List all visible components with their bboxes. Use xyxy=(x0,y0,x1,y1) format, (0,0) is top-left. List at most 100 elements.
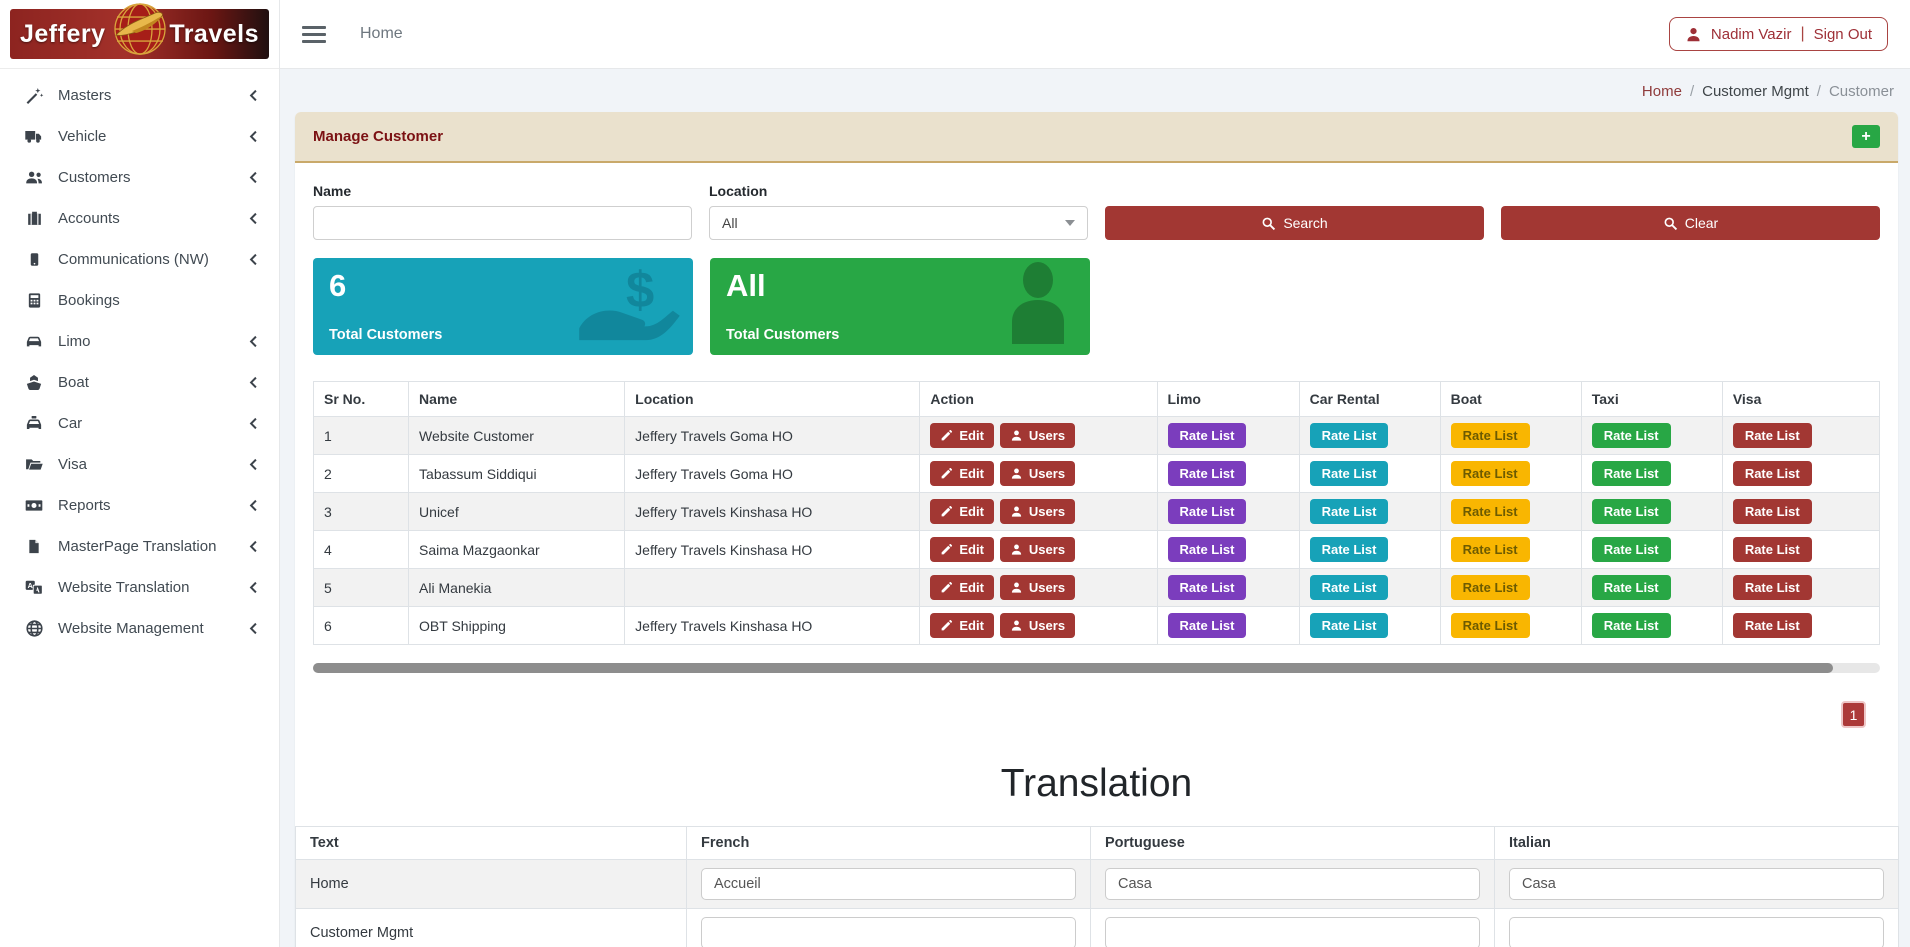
sidebar-item-communications[interactable]: Communications (NW) xyxy=(0,239,279,280)
col-header-visa: Visa xyxy=(1721,381,1881,417)
taxi-rate-list-button[interactable]: Rate List xyxy=(1591,461,1671,486)
clear-button[interactable]: Clear xyxy=(1501,206,1880,240)
boat-rate-list-button[interactable]: Rate List xyxy=(1450,423,1530,448)
sidebar-item-customers[interactable]: Customers xyxy=(0,157,279,198)
boat-rate-list-button[interactable]: Rate List xyxy=(1450,461,1530,486)
translation-french-cell xyxy=(686,859,1091,909)
limo-rate-list-button[interactable]: Rate List xyxy=(1167,423,1247,448)
limo-rate-list-button[interactable]: Rate List xyxy=(1167,461,1247,486)
boat-rate-list-button[interactable]: Rate List xyxy=(1450,499,1530,524)
italian-translation-input[interactable] xyxy=(1509,917,1884,947)
sidebar-item-vehicle[interactable]: Vehicle xyxy=(0,116,279,157)
edit-button[interactable]: Edit xyxy=(930,537,994,562)
add-customer-button[interactable]: + xyxy=(1852,125,1880,148)
car-rental-rate-list-button[interactable]: Rate List xyxy=(1309,423,1389,448)
car-rental-rate-list-button[interactable]: Rate List xyxy=(1309,461,1389,486)
truck-icon xyxy=(24,127,44,146)
users-button[interactable]: Users xyxy=(999,461,1076,486)
sidebar-item-car[interactable]: Car xyxy=(0,403,279,444)
sidebar-item-bookings[interactable]: Bookings xyxy=(0,280,279,321)
table-header-row: Sr No. Name Location Action Limo Car Ren… xyxy=(312,381,1881,417)
car-rental-rate-list-button[interactable]: Rate List xyxy=(1309,575,1389,600)
taxi-rate-list-button[interactable]: Rate List xyxy=(1591,423,1671,448)
chevron-left-icon xyxy=(249,253,259,266)
sidebar-item-accounts[interactable]: Accounts xyxy=(0,198,279,239)
edit-button[interactable]: Edit xyxy=(930,575,994,600)
taxi-icon xyxy=(24,414,44,433)
portuguese-translation-input[interactable] xyxy=(1105,868,1480,900)
car-rental-rate-list-button[interactable]: Rate List xyxy=(1309,499,1389,524)
breadcrumb-customer-mgmt[interactable]: Customer Mgmt xyxy=(1702,83,1809,100)
sidebar: Jeffery Travels xyxy=(0,0,280,947)
translation-row: Customer Mgmt xyxy=(295,908,1899,947)
car-rental-rate-list-button[interactable]: Rate List xyxy=(1309,613,1389,638)
table-row: 1 Website Customer Jeffery Travels Goma … xyxy=(312,416,1881,455)
limo-rate-list-button[interactable]: Rate List xyxy=(1167,499,1247,524)
taxi-rate-list-button[interactable]: Rate List xyxy=(1591,499,1671,524)
search-icon xyxy=(1663,216,1678,231)
limo-rate-list-button[interactable]: Rate List xyxy=(1167,537,1247,562)
sidebar-item-reports[interactable]: Reports xyxy=(0,485,279,526)
total-customers-all-card[interactable]: All Total Customers xyxy=(710,258,1090,355)
search-button[interactable]: Search xyxy=(1105,206,1484,240)
sidebar-item-website-translation[interactable]: A Website Translation xyxy=(0,567,279,608)
users-button[interactable]: Users xyxy=(999,575,1076,600)
car-rental-rate-list-button[interactable]: Rate List xyxy=(1309,537,1389,562)
stat-label: Total Customers xyxy=(329,327,443,343)
hamburger-menu-icon[interactable] xyxy=(302,22,326,47)
portuguese-translation-input[interactable] xyxy=(1105,917,1480,947)
visa-rate-list-button[interactable]: Rate List xyxy=(1732,423,1812,448)
total-customers-count-card[interactable]: 6 Total Customers $ xyxy=(313,258,693,355)
french-translation-input[interactable] xyxy=(701,917,1076,947)
location-select[interactable]: All xyxy=(709,206,1088,240)
translation-italian-cell xyxy=(1494,859,1899,909)
sidebar-item-visa[interactable]: Visa xyxy=(0,444,279,485)
users-button[interactable]: Users xyxy=(999,423,1076,448)
boat-rate-list-button[interactable]: Rate List xyxy=(1450,537,1530,562)
sidebar-item-website-management[interactable]: Website Management xyxy=(0,608,279,649)
visa-rate-list-button[interactable]: Rate List xyxy=(1732,499,1812,524)
horizontal-scrollbar-thumb[interactable] xyxy=(313,663,1833,673)
sign-out-link[interactable]: Sign Out xyxy=(1813,25,1872,43)
users-button-label: Users xyxy=(1028,504,1066,519)
edit-button[interactable]: Edit xyxy=(930,461,994,486)
name-input[interactable] xyxy=(313,206,692,240)
clear-button-label: Clear xyxy=(1684,215,1719,231)
boat-rate-list-button[interactable]: Rate List xyxy=(1450,613,1530,638)
limo-rate-list-button[interactable]: Rate List xyxy=(1167,575,1247,600)
sidebar-item-limo[interactable]: Limo xyxy=(0,321,279,362)
globe-icon xyxy=(24,619,44,638)
taxi-rate-list-button[interactable]: Rate List xyxy=(1591,613,1671,638)
visa-rate-list-button[interactable]: Rate List xyxy=(1732,613,1812,638)
users-button[interactable]: Users xyxy=(999,613,1076,638)
sidebar-menu: Masters Vehicle Customers Accounts Commu xyxy=(0,69,279,649)
users-button[interactable]: Users xyxy=(999,499,1076,524)
boat-rate-list-button[interactable]: Rate List xyxy=(1450,575,1530,600)
page-1-button[interactable]: 1 xyxy=(1841,701,1866,728)
stat-value: 6 xyxy=(329,268,347,303)
edit-button[interactable]: Edit xyxy=(930,613,994,638)
visa-rate-list-button[interactable]: Rate List xyxy=(1732,461,1812,486)
sidebar-item-label: Website Management xyxy=(58,620,204,637)
edit-button[interactable]: Edit xyxy=(930,423,994,448)
users-button[interactable]: Users xyxy=(999,537,1076,562)
sidebar-item-boat[interactable]: Boat xyxy=(0,362,279,403)
sidebar-item-masters[interactable]: Masters xyxy=(0,75,279,116)
sidebar-item-label: Masters xyxy=(58,87,112,104)
taxi-rate-list-button[interactable]: Rate List xyxy=(1591,537,1671,562)
french-translation-input[interactable] xyxy=(701,868,1076,900)
visa-rate-list-button[interactable]: Rate List xyxy=(1732,537,1812,562)
user-account-button[interactable]: Nadim Vazir | Sign Out xyxy=(1668,17,1888,51)
italian-translation-input[interactable] xyxy=(1509,868,1884,900)
brand-logo[interactable]: Jeffery Travels xyxy=(10,3,269,59)
users-button-label: Users xyxy=(1028,580,1066,595)
breadcrumb-home-link[interactable]: Home xyxy=(1641,83,1682,100)
topbar-home-link[interactable]: Home xyxy=(360,25,403,42)
customer-table: Sr No. Name Location Action Limo Car Ren… xyxy=(312,381,1881,645)
breadcrumb-separator: / xyxy=(1689,83,1695,100)
taxi-rate-list-button[interactable]: Rate List xyxy=(1591,575,1671,600)
sidebar-item-masterpage-translation[interactable]: MasterPage Translation xyxy=(0,526,279,567)
visa-rate-list-button[interactable]: Rate List xyxy=(1732,575,1812,600)
limo-rate-list-button[interactable]: Rate List xyxy=(1167,613,1247,638)
edit-button[interactable]: Edit xyxy=(930,499,994,524)
